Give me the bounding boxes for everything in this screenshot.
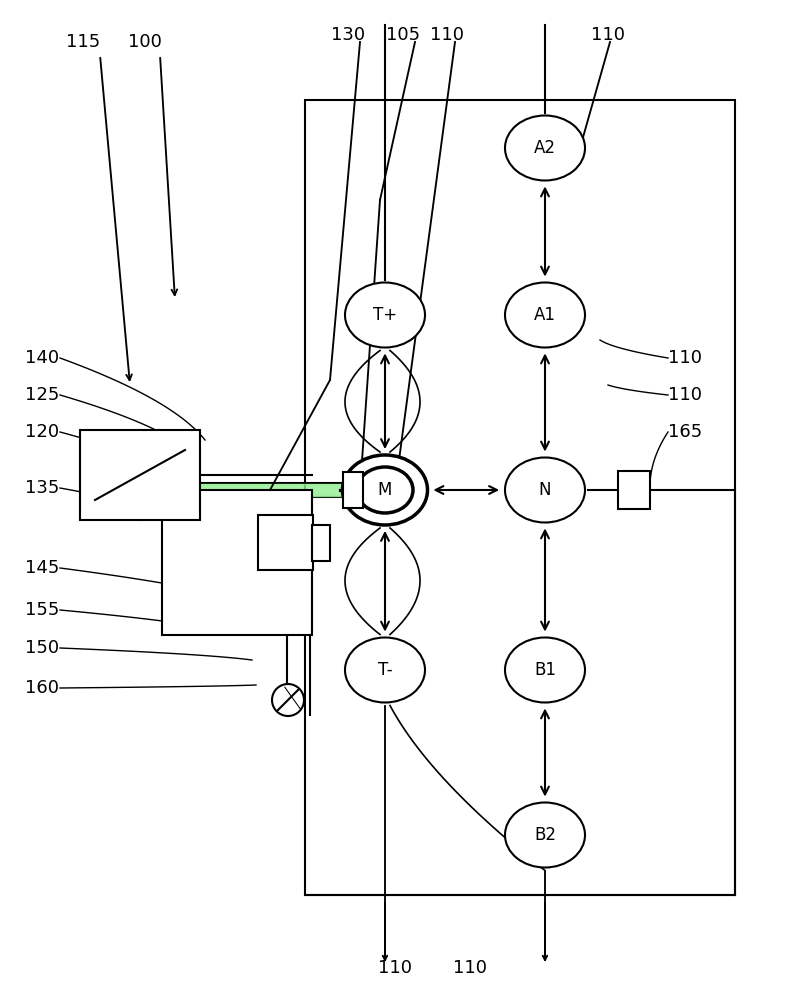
Bar	[618, 471, 650, 509]
Text: T-: T-	[378, 661, 392, 679]
Text: 155: 155	[25, 601, 59, 619]
Text: M: M	[378, 481, 392, 499]
Ellipse shape	[505, 115, 585, 180]
Text: 110: 110	[591, 26, 625, 44]
Text: 135: 135	[25, 479, 59, 497]
Text: B1: B1	[534, 661, 556, 679]
Ellipse shape	[505, 802, 585, 867]
Bar	[258, 515, 313, 570]
Text: 145: 145	[25, 559, 59, 577]
Ellipse shape	[343, 455, 427, 525]
Text: A2: A2	[534, 139, 556, 157]
Ellipse shape	[505, 458, 585, 522]
Text: T+: T+	[373, 306, 397, 324]
Bar	[343, 472, 363, 508]
Text: B2: B2	[534, 826, 556, 844]
Bar	[312, 524, 330, 560]
Ellipse shape	[357, 467, 413, 513]
Text: 130: 130	[331, 26, 365, 44]
Text: 160: 160	[25, 679, 59, 697]
Text: 110: 110	[668, 386, 702, 404]
Text: 105: 105	[386, 26, 420, 44]
Text: N: N	[539, 481, 551, 499]
Ellipse shape	[505, 638, 585, 702]
Text: 100: 100	[128, 33, 162, 51]
Text: 110: 110	[430, 26, 464, 44]
Bar	[80, 430, 200, 520]
Ellipse shape	[345, 638, 425, 702]
Ellipse shape	[272, 684, 304, 716]
Text: 110: 110	[453, 959, 487, 977]
Bar	[305, 100, 735, 895]
Text: 110: 110	[668, 349, 702, 367]
Text: 125: 125	[25, 386, 59, 404]
Bar	[162, 490, 312, 635]
Ellipse shape	[345, 282, 425, 348]
Ellipse shape	[505, 282, 585, 348]
Text: 115: 115	[66, 33, 100, 51]
Text: 140: 140	[25, 349, 59, 367]
Text: 120: 120	[25, 423, 59, 441]
Text: 150: 150	[25, 639, 59, 657]
Text: 110: 110	[378, 959, 412, 977]
Text: A1: A1	[534, 306, 556, 324]
Text: 165: 165	[668, 423, 702, 441]
